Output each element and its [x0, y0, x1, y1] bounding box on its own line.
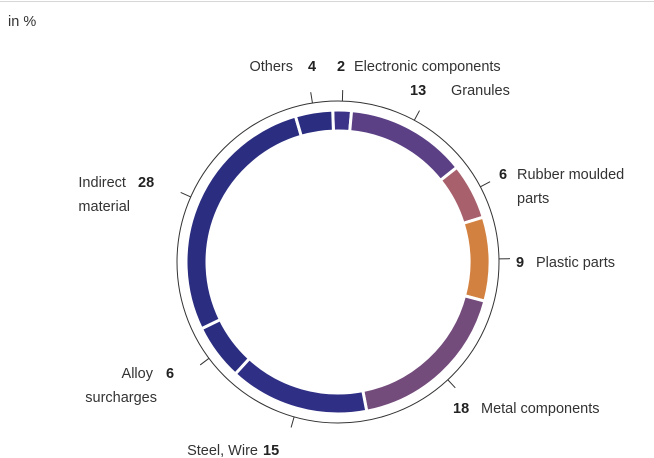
leader-line — [199, 357, 210, 366]
leader-line — [180, 192, 191, 198]
unit-label: in % — [8, 14, 36, 30]
leader-line — [310, 92, 313, 104]
donut-segment — [461, 215, 492, 303]
donut-segment — [361, 293, 487, 414]
segment-label: Rubber moulded parts — [517, 167, 628, 207]
label-line: material — [78, 199, 130, 215]
segment-value: 9 — [516, 255, 524, 271]
segment-value: 4 — [308, 59, 316, 75]
segment-label: Steel, Wire — [187, 443, 258, 458]
label-line: parts — [517, 191, 549, 207]
segment-label: Metal components — [481, 401, 599, 417]
segment-value: 15 — [263, 443, 279, 458]
segment-label: Electronic components — [354, 59, 501, 75]
segment-value: 6 — [166, 366, 174, 382]
segment-label: Granules — [451, 83, 510, 99]
segment-label: Alloy surcharges — [85, 366, 157, 406]
segment-value: 18 — [453, 401, 469, 417]
segment-label: Others — [249, 59, 293, 75]
segment-label: Plastic parts — [536, 255, 615, 271]
label-line: Alloy — [122, 366, 157, 382]
segment-label: Indirect material — [78, 175, 130, 215]
segment-value: 13 — [410, 83, 426, 99]
donut-segment — [199, 317, 252, 377]
leader-line — [413, 110, 420, 121]
segment-value: 28 — [138, 175, 154, 191]
outer-ring — [176, 100, 500, 424]
donut-segment — [438, 165, 486, 226]
segment-value: 6 — [499, 167, 507, 183]
leader-line — [290, 416, 295, 428]
donut-segment — [293, 108, 335, 139]
donut-segment — [184, 114, 304, 331]
leader-line — [447, 379, 456, 389]
label-line: Indirect — [78, 175, 130, 191]
segment-value: 2 — [337, 59, 345, 75]
label-line: surcharges — [85, 390, 157, 406]
label-line: Rubber moulded — [517, 167, 628, 183]
donut-segment — [348, 108, 460, 183]
leader-line — [480, 181, 491, 188]
donut-segment — [233, 356, 369, 416]
